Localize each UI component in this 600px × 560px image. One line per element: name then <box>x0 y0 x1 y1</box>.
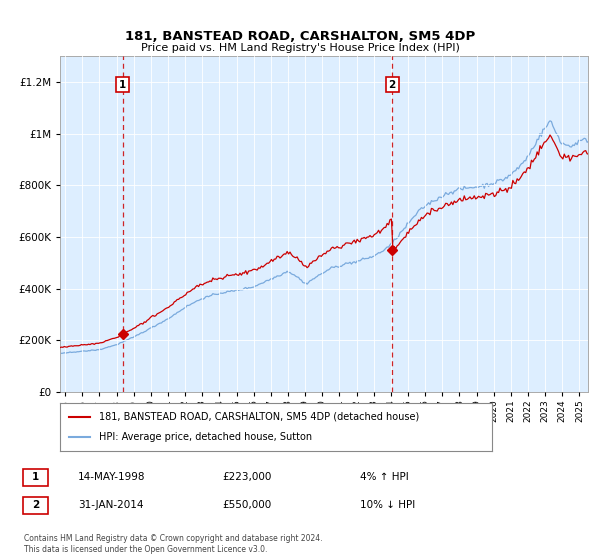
Text: 1: 1 <box>32 472 39 482</box>
Text: 10% ↓ HPI: 10% ↓ HPI <box>360 500 415 510</box>
Text: 2: 2 <box>389 80 396 90</box>
Text: 4% ↑ HPI: 4% ↑ HPI <box>360 472 409 482</box>
Text: 14-MAY-1998: 14-MAY-1998 <box>78 472 146 482</box>
Text: Price paid vs. HM Land Registry's House Price Index (HPI): Price paid vs. HM Land Registry's House … <box>140 43 460 53</box>
Text: 181, BANSTEAD ROAD, CARSHALTON, SM5 4DP: 181, BANSTEAD ROAD, CARSHALTON, SM5 4DP <box>125 30 475 43</box>
Text: £550,000: £550,000 <box>222 500 271 510</box>
Text: 181, BANSTEAD ROAD, CARSHALTON, SM5 4DP (detached house): 181, BANSTEAD ROAD, CARSHALTON, SM5 4DP … <box>99 412 419 422</box>
Text: £223,000: £223,000 <box>222 472 271 482</box>
Text: Contains HM Land Registry data © Crown copyright and database right 2024.: Contains HM Land Registry data © Crown c… <box>24 534 323 543</box>
Text: This data is licensed under the Open Government Licence v3.0.: This data is licensed under the Open Gov… <box>24 545 268 554</box>
Text: HPI: Average price, detached house, Sutton: HPI: Average price, detached house, Sutt… <box>99 432 312 442</box>
Text: 1: 1 <box>119 80 127 90</box>
Text: 2: 2 <box>32 500 39 510</box>
Text: 31-JAN-2014: 31-JAN-2014 <box>78 500 143 510</box>
